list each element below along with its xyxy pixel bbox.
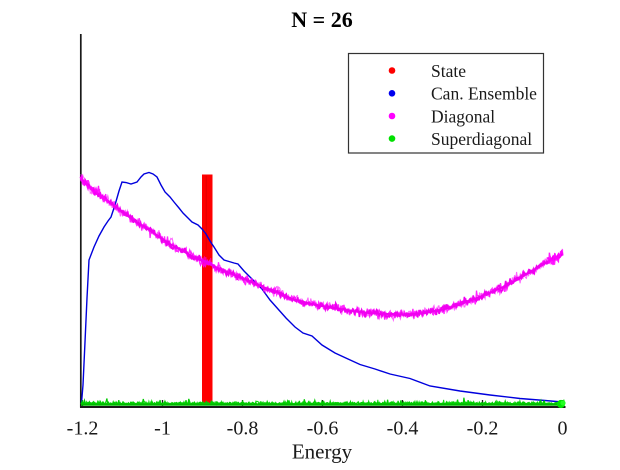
svg-text:-1: -1 xyxy=(154,418,171,440)
svg-text:-0.8: -0.8 xyxy=(227,418,259,440)
svg-text:Energy: Energy xyxy=(292,440,353,464)
svg-text:Can. Ensemble: Can. Ensemble xyxy=(431,84,537,104)
svg-text:-0.2: -0.2 xyxy=(467,418,499,440)
svg-text:Diagonal: Diagonal xyxy=(431,106,495,126)
svg-text:-1.2: -1.2 xyxy=(67,418,99,440)
svg-text:-0.6: -0.6 xyxy=(307,418,339,440)
svg-text:State: State xyxy=(431,61,466,81)
svg-text:0: 0 xyxy=(558,418,568,440)
svg-text:Superdiagonal: Superdiagonal xyxy=(431,129,532,149)
svg-text:N = 26: N = 26 xyxy=(291,7,352,32)
svg-text:-0.4: -0.4 xyxy=(387,418,419,440)
